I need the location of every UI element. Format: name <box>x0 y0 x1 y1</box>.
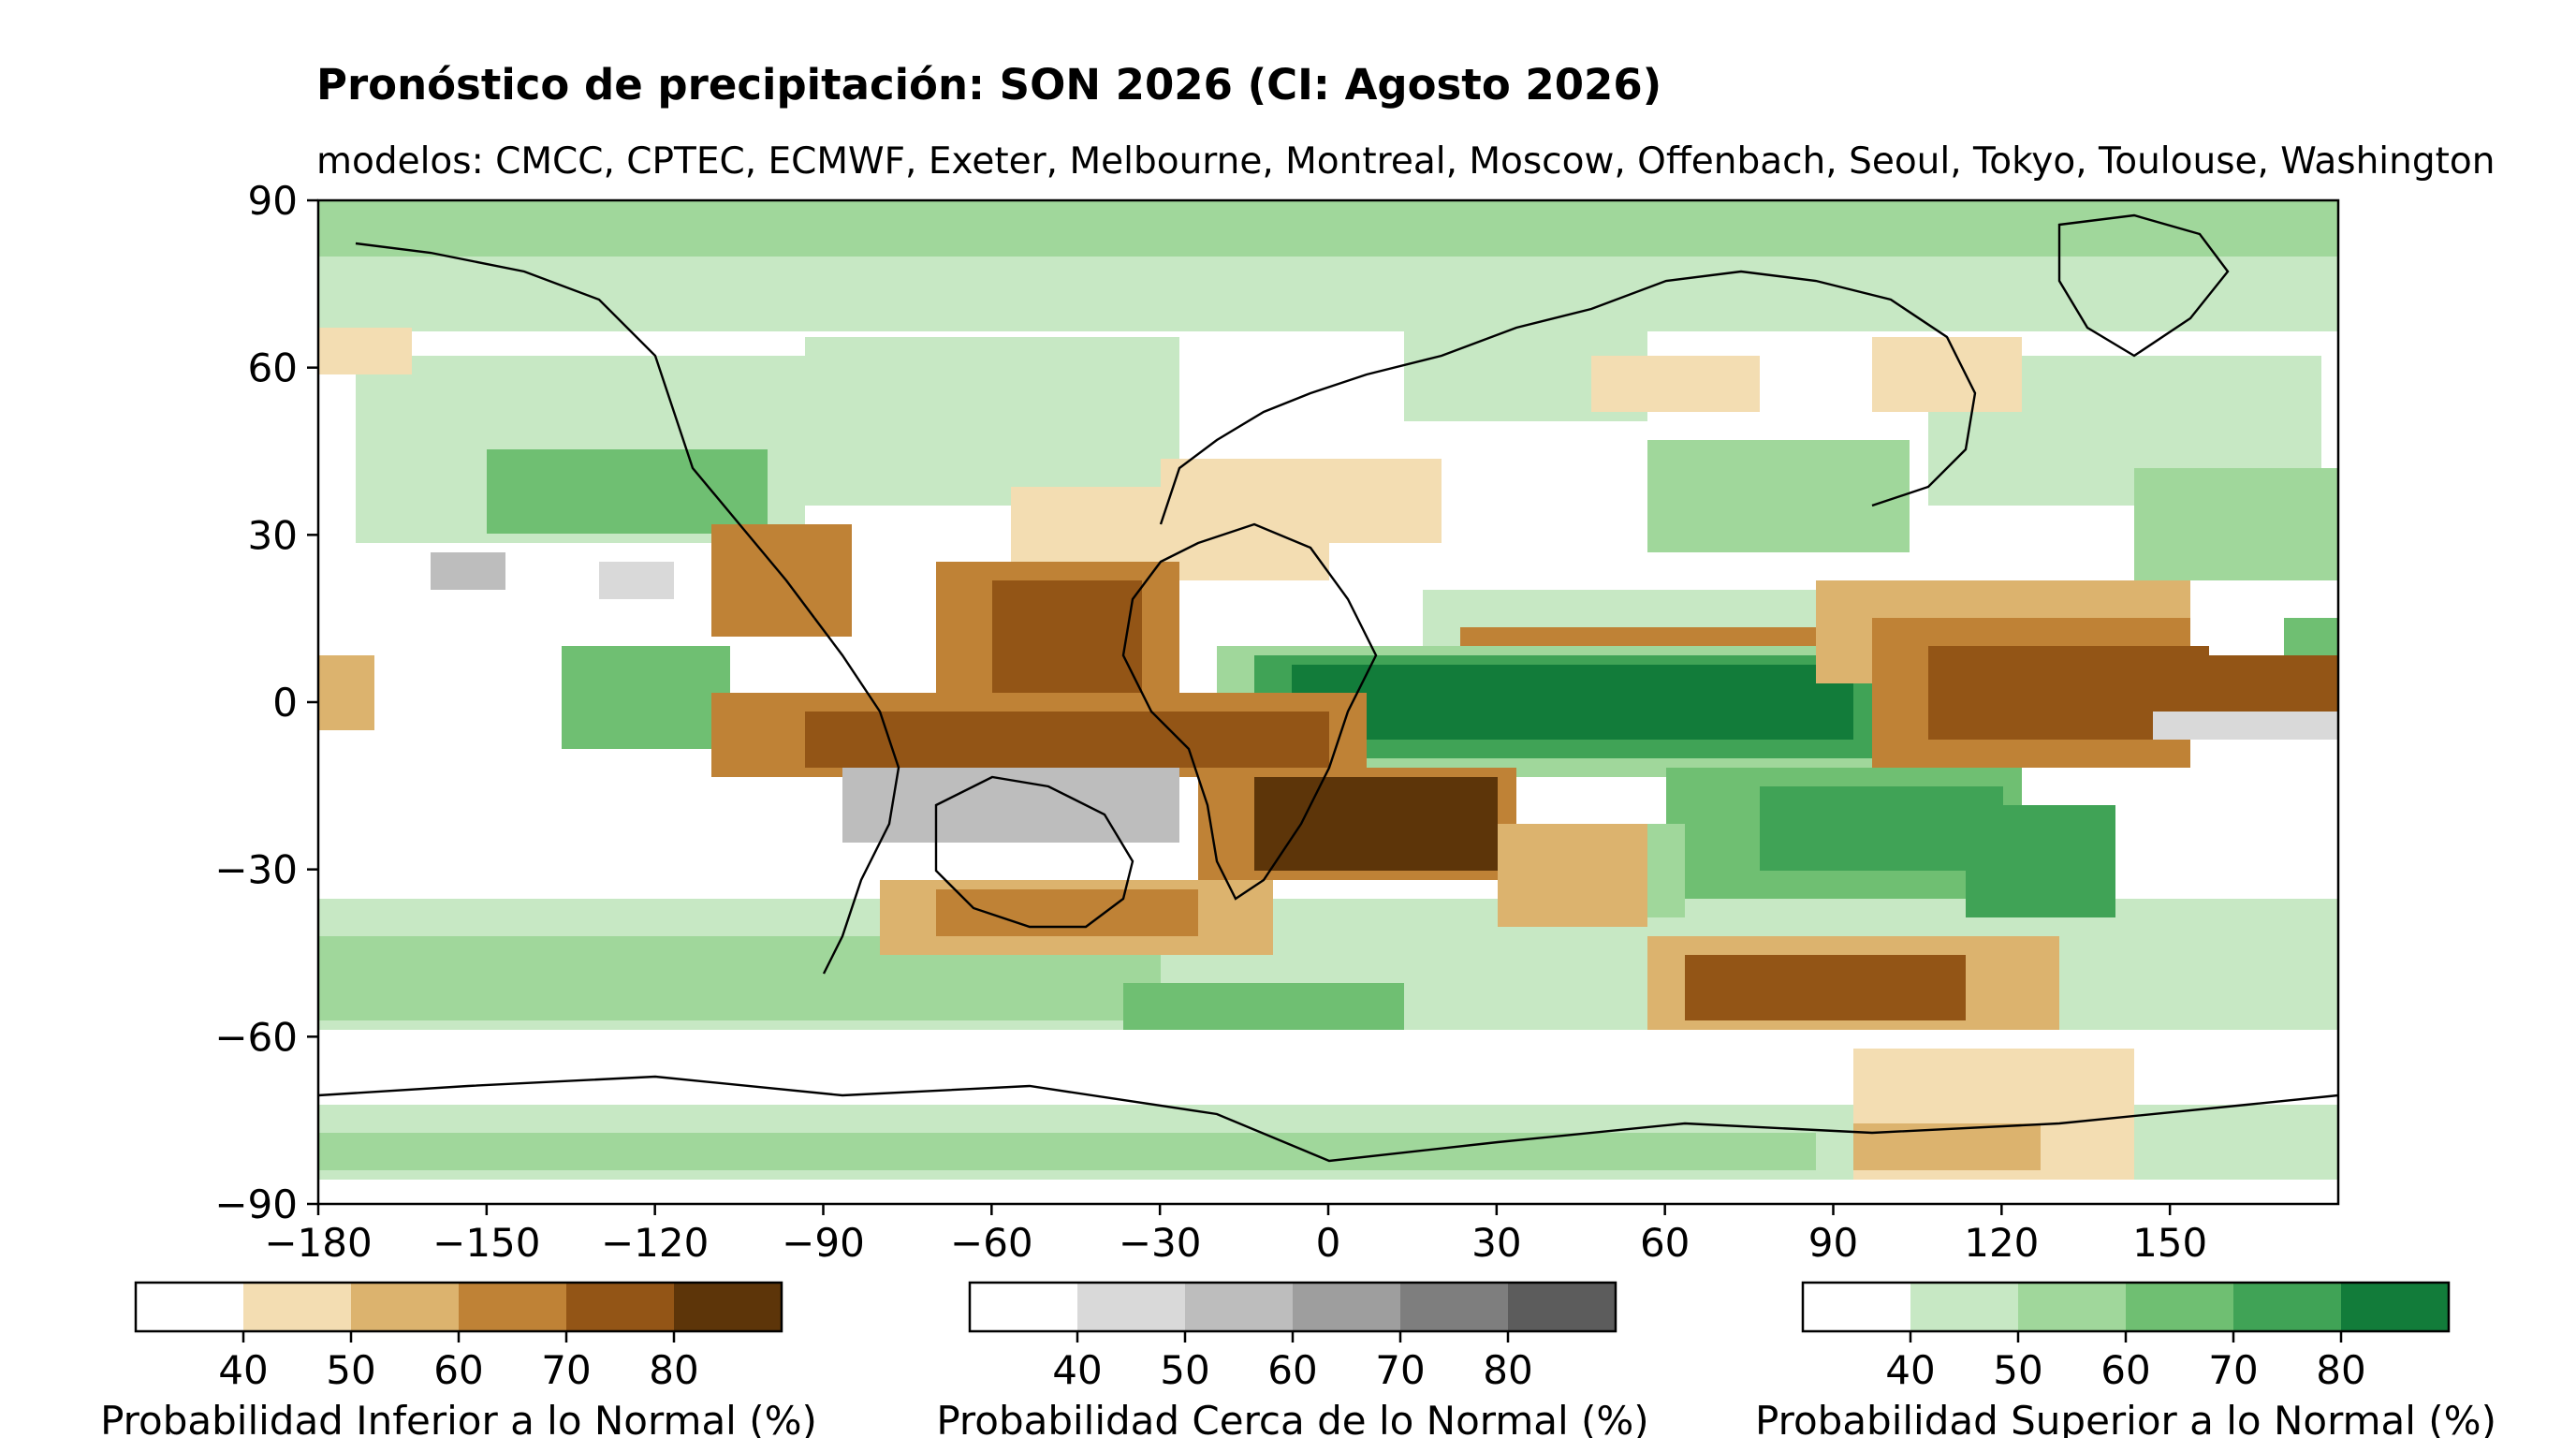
colorbar-tick-label: 80 <box>649 1347 698 1393</box>
lat-tick-label: −30 <box>214 847 298 893</box>
lon-tick-label: 30 <box>1471 1220 1521 1266</box>
colorbar-tick-label: 40 <box>1052 1347 1102 1393</box>
lon-tick-label: −150 <box>432 1220 540 1266</box>
forecast-field <box>318 200 2338 1204</box>
colorbar-label: Probabilidad Cerca de lo Normal (%) <box>936 1398 1648 1438</box>
lon-tick-label: 150 <box>2132 1220 2207 1266</box>
colorbar-tick-label: 40 <box>1885 1347 1935 1393</box>
colorbar-tick-label: 50 <box>1160 1347 1209 1393</box>
lat-tick-label: 0 <box>272 680 298 726</box>
colorbar-swatch <box>674 1283 783 1331</box>
colorbar-swatch <box>136 1283 244 1331</box>
lon-tick-label: −60 <box>950 1220 1033 1266</box>
coastlines <box>318 213 2338 1163</box>
longitude-axis: −180 −150 −120 −90 −60 −30 0 30 60 90 120 150 <box>264 1204 2207 1266</box>
colorbar-label: Probabilidad Superior a lo Normal (%) <box>1755 1398 2496 1438</box>
lon-tick-label: 90 <box>1808 1220 1858 1266</box>
colorbar-tick-label: 70 <box>1375 1347 1425 1393</box>
lon-tick-label: −90 <box>782 1220 865 1266</box>
colorbar-swatch <box>1077 1283 1186 1331</box>
colorbar-tick-label: 40 <box>218 1347 268 1393</box>
colorbar-swatch <box>1803 1283 1911 1331</box>
lon-tick-label: −120 <box>601 1220 709 1266</box>
lon-tick-label: 120 <box>1964 1220 2039 1266</box>
colorbar-above: 40 50 60 70 80 Probabilidad Superior a lo Nor… <box>1755 1281 2496 1438</box>
colorbar-label: Probabilidad Inferior a lo Normal (%) <box>100 1398 817 1438</box>
colorbar-swatch <box>566 1283 675 1331</box>
colorbar-swatch <box>1400 1283 1509 1331</box>
lon-tick-label: 0 <box>1316 1220 1341 1266</box>
lat-tick-label: 90 <box>248 178 298 224</box>
colorbar-swatch <box>2126 1283 2234 1331</box>
lat-tick-label: 60 <box>248 345 298 391</box>
colorbars: 40 50 60 70 80 Probabilidad Inferior a lo Nor… <box>100 1281 2496 1438</box>
colorbar-tick-label: 70 <box>2208 1347 2258 1393</box>
colorbar-swatch <box>1910 1283 2019 1331</box>
colorbar-tick-label: 80 <box>1483 1347 1532 1393</box>
lon-tick-label: −30 <box>1119 1220 1202 1266</box>
colorbar-near: 40 50 60 70 80 Probabilidad Cerca de lo Norma… <box>936 1281 1649 1438</box>
map-title: Pronóstico de precipitación: SON 2026 (C… <box>316 60 1662 110</box>
colorbar-swatch <box>1185 1283 1294 1331</box>
colorbar-tick-label: 60 <box>2100 1347 2150 1393</box>
lon-tick-label: −180 <box>264 1220 372 1266</box>
colorbar-swatch <box>970 1283 1078 1331</box>
lon-tick-label: 60 <box>1640 1220 1690 1266</box>
colorbar-tick-label: 50 <box>1993 1347 2042 1393</box>
lat-tick-label: −90 <box>214 1181 298 1227</box>
colorbar-swatch <box>2233 1283 2342 1331</box>
colorbar-swatch <box>351 1283 460 1331</box>
colorbar-swatch <box>243 1283 352 1331</box>
colorbar-tick-label: 70 <box>541 1347 591 1393</box>
colorbar-below: 40 50 60 70 80 Probabilidad Inferior a lo Nor… <box>100 1281 817 1438</box>
colorbar-swatch <box>2341 1283 2450 1331</box>
colorbar-tick-label: 50 <box>326 1347 375 1393</box>
lat-tick-label: −60 <box>214 1014 298 1060</box>
colorbar-swatch <box>1293 1283 1401 1331</box>
lat-tick-label: 30 <box>248 512 298 558</box>
latitude-axis: 90 60 30 0 −30 −60 −90 <box>214 178 318 1227</box>
colorbar-tick-label: 60 <box>433 1347 483 1393</box>
colorbar-tick-label: 80 <box>2316 1347 2365 1393</box>
map-subtitle: modelos: CMCC, CPTEC, ECMWF, Exeter, Mel… <box>316 140 2496 183</box>
colorbar-swatch <box>459 1283 567 1331</box>
colorbar-tick-label: 60 <box>1267 1347 1317 1393</box>
colorbar-swatch <box>1508 1283 1617 1331</box>
colorbar-swatch <box>2018 1283 2127 1331</box>
